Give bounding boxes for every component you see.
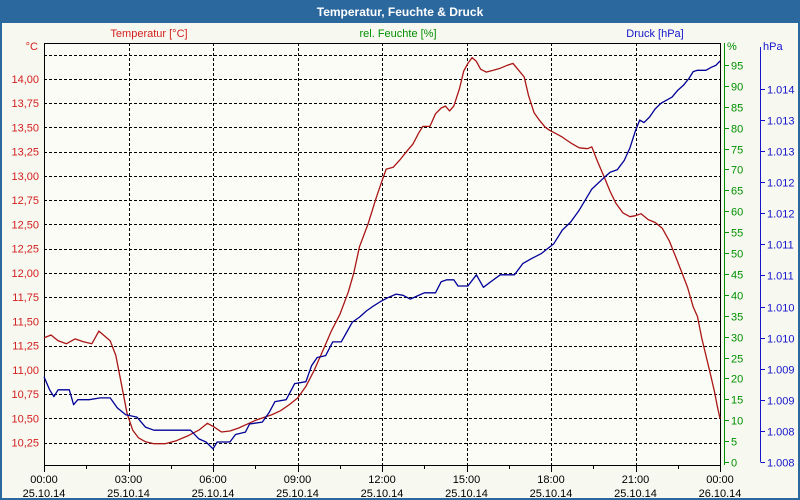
svg-text:1.009: 1.009 — [767, 396, 795, 408]
svg-text:25.10.14: 25.10.14 — [445, 488, 488, 500]
svg-text:40: 40 — [731, 291, 743, 303]
svg-text:00:00: 00:00 — [706, 474, 734, 486]
svg-text:12,25: 12,25 — [11, 244, 39, 256]
window-title: Temperatur, Feuchte & Druck — [316, 5, 484, 19]
svg-text:10,50: 10,50 — [11, 413, 39, 425]
svg-text:25: 25 — [731, 354, 743, 366]
pressure-axis: 1.014 1.013 1.013 1.012 1.012 1.011 1.011 1.010… — [760, 47, 795, 470]
svg-text:12:00: 12:00 — [368, 474, 396, 486]
svg-text:1.010: 1.010 — [767, 334, 795, 346]
svg-text:65: 65 — [731, 186, 743, 198]
svg-text:25.10.14: 25.10.14 — [361, 488, 404, 500]
svg-text:25.10.14: 25.10.14 — [107, 488, 150, 500]
svg-text:14,00: 14,00 — [11, 74, 39, 86]
svg-text:1.009: 1.009 — [767, 365, 795, 377]
svg-text:30: 30 — [731, 333, 743, 345]
svg-text:1.013: 1.013 — [767, 116, 795, 128]
svg-text:12,50: 12,50 — [11, 219, 39, 231]
svg-text:11,75: 11,75 — [12, 292, 39, 304]
svg-text:13,00: 13,00 — [11, 171, 39, 183]
x-axis: 00:00 25.10.14 03:00 25.10.14 06:00 25.10.14 0… — [23, 466, 742, 500]
temperature-axis-header: Temperatur [°C] — [110, 28, 188, 40]
svg-text:13,75: 13,75 — [11, 98, 39, 110]
svg-text:0: 0 — [731, 458, 737, 470]
svg-text:15: 15 — [731, 395, 743, 407]
humidity-unit-label: % — [727, 41, 737, 53]
svg-text:60: 60 — [731, 207, 743, 219]
svg-text:11,25: 11,25 — [12, 341, 39, 353]
svg-text:50: 50 — [731, 249, 743, 261]
svg-text:85: 85 — [731, 103, 743, 115]
svg-text:10,25: 10,25 — [11, 438, 39, 450]
svg-text:12,75: 12,75 — [11, 195, 39, 207]
svg-text:1.012: 1.012 — [767, 209, 795, 221]
svg-text:10: 10 — [731, 416, 743, 428]
svg-text:26.10.14: 26.10.14 — [699, 488, 742, 500]
svg-text:5: 5 — [731, 437, 737, 449]
svg-text:1.008: 1.008 — [767, 458, 795, 470]
svg-text:1.011: 1.011 — [767, 240, 794, 252]
pressure-axis-header: Druck [hPa] — [626, 28, 684, 40]
svg-text:06:00: 06:00 — [199, 474, 227, 486]
svg-text:1.014: 1.014 — [767, 85, 795, 97]
temperature-tick-labels: 14,00 13,75 13,50 13,25 13,00 12,75 12,50 12,25… — [11, 74, 39, 450]
svg-text:18:00: 18:00 — [537, 474, 565, 486]
svg-text:80: 80 — [731, 124, 743, 136]
temperatur-curve — [43, 56, 721, 445]
temperature-unit-label: °C — [25, 41, 38, 53]
svg-text:70: 70 — [731, 165, 743, 177]
svg-text:90: 90 — [731, 82, 743, 94]
svg-text:11,50: 11,50 — [12, 316, 39, 328]
svg-text:13,25: 13,25 — [11, 147, 39, 159]
title-bar: Temperatur, Feuchte & Druck — [2, 2, 798, 23]
svg-text:45: 45 — [731, 270, 743, 282]
svg-text:1.008: 1.008 — [767, 427, 795, 439]
svg-text:1.011: 1.011 — [767, 271, 794, 283]
svg-text:20: 20 — [731, 374, 743, 386]
svg-text:25.10.14: 25.10.14 — [192, 488, 235, 500]
svg-text:10,75: 10,75 — [11, 389, 39, 401]
svg-text:00:00: 00:00 — [30, 474, 58, 486]
svg-text:35: 35 — [731, 312, 743, 324]
svg-text:03:00: 03:00 — [115, 474, 143, 486]
svg-text:1.012: 1.012 — [767, 178, 795, 190]
svg-text:55: 55 — [731, 228, 743, 240]
svg-text:21:00: 21:00 — [622, 474, 650, 486]
plot-border — [44, 43, 721, 466]
pressure-unit-label: hPa — [763, 41, 783, 53]
svg-text:12,00: 12,00 — [11, 268, 39, 280]
humidity-axis-header: rel. Feuchte [%] — [359, 28, 437, 40]
gridlines — [44, 43, 720, 465]
svg-text:25.10.14: 25.10.14 — [530, 488, 573, 500]
svg-text:09:00: 09:00 — [284, 474, 312, 486]
svg-text:11,00: 11,00 — [12, 365, 39, 377]
svg-text:1.013: 1.013 — [767, 147, 795, 159]
svg-text:13,50: 13,50 — [11, 122, 39, 134]
svg-text:25.10.14: 25.10.14 — [614, 488, 657, 500]
svg-text:75: 75 — [731, 145, 743, 157]
druck-curve — [43, 60, 721, 450]
svg-text:15:00: 15:00 — [453, 474, 481, 486]
svg-text:1.010: 1.010 — [767, 303, 795, 315]
svg-text:25.10.14: 25.10.14 — [23, 488, 66, 500]
svg-text:95: 95 — [731, 61, 743, 73]
svg-text:25.10.14: 25.10.14 — [276, 488, 319, 500]
